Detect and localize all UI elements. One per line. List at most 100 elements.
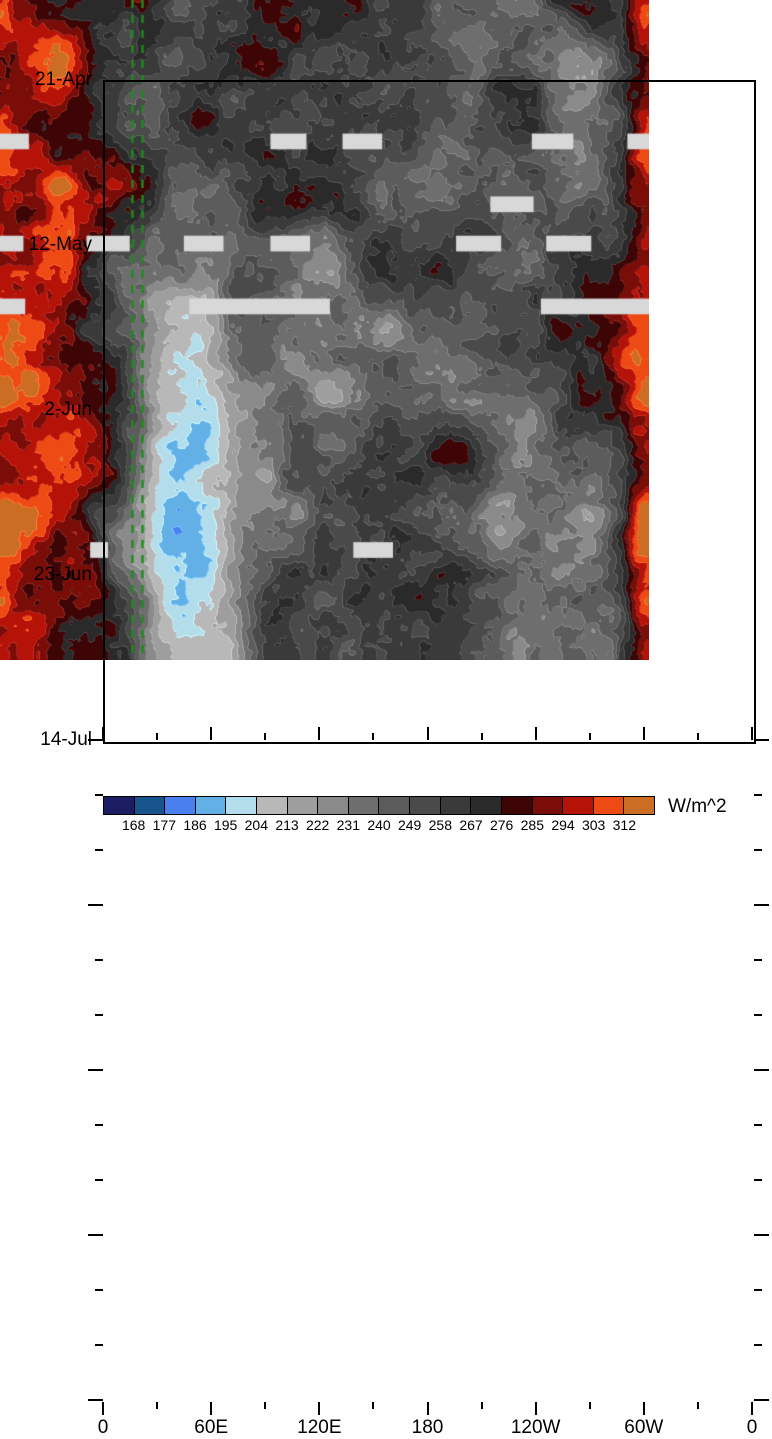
colorbar-swatch[interactable]	[104, 797, 135, 814]
axis-tick	[156, 733, 158, 740]
colorbar-tick-label: 204	[244, 817, 269, 833]
axis-tick	[88, 1399, 103, 1401]
axis-tick	[210, 727, 212, 740]
colorbar-tick-label: 177	[152, 817, 177, 833]
colorbar-swatch[interactable]	[195, 797, 227, 814]
colorbar-tick-label: 294	[551, 817, 575, 833]
axis-tick	[754, 1124, 762, 1126]
x-axis-label: 180	[411, 1417, 444, 1438]
hovmoller-plot-area[interactable]	[0, 0, 649, 660]
colorbar-swatch[interactable]	[134, 797, 166, 814]
axis-tick	[95, 1289, 103, 1291]
axis-tick	[95, 849, 103, 851]
axis-tick	[697, 733, 699, 740]
colorbar-swatch[interactable]	[257, 797, 288, 814]
olr-field-canvas-container[interactable]	[0, 0, 649, 660]
axis-tick	[95, 1124, 103, 1126]
axis-tick	[481, 1402, 483, 1409]
colorbar-tick-label: 186	[183, 817, 207, 833]
axis-tick	[754, 849, 762, 851]
colorbar-swatch[interactable]	[410, 797, 441, 814]
y-axis-label: 14-Jul	[40, 729, 92, 750]
axis-tick	[372, 733, 374, 740]
axis-tick	[754, 959, 762, 961]
colorbar-swatch[interactable]	[287, 797, 319, 814]
colorbar-tick-label: 222	[305, 817, 330, 833]
x-axis-label: 60W	[624, 1417, 664, 1438]
axis-tick	[589, 1402, 591, 1409]
axis-tick	[95, 959, 103, 961]
axis-tick	[481, 733, 483, 740]
y-axis-label: 2-Jun	[44, 399, 92, 420]
colorbar-swatch[interactable]	[593, 797, 625, 814]
axis-tick	[264, 733, 266, 740]
colorbar-swatch[interactable]	[318, 797, 349, 814]
colorbar-tick-label: 168	[121, 817, 146, 833]
colorbar-tick-label: 240	[367, 817, 391, 833]
x-axis-label: 120E	[297, 1417, 342, 1438]
axis-tick	[754, 794, 762, 796]
axis-tick	[535, 1402, 537, 1415]
colorbar-swatch[interactable]	[440, 797, 472, 814]
colorbar-tick-label: 249	[397, 817, 422, 833]
colorbar-tick-label: 285	[520, 817, 545, 833]
axis-tick	[95, 1344, 103, 1346]
axis-tick	[88, 904, 103, 906]
axis-tick	[643, 1402, 645, 1415]
x-axis-label: 60E	[194, 1417, 229, 1438]
colorbar-swatch[interactable]	[563, 797, 594, 814]
colorbar-swatch[interactable]	[165, 797, 196, 814]
axis-tick	[751, 727, 753, 740]
axis-tick	[102, 727, 104, 740]
axis-tick	[697, 1402, 699, 1409]
y-axis-labels: 21-Apr 12-May 2-Jun 23-Jun 14-Jul	[0, 0, 92, 834]
axis-tick	[156, 1402, 158, 1409]
axis-tick	[318, 1402, 320, 1415]
colorbar[interactable]	[103, 796, 655, 815]
colorbar-swatch[interactable]	[379, 797, 411, 814]
axis-tick	[210, 1402, 212, 1415]
olr-field-image	[0, 0, 649, 660]
colorbar-swatch[interactable]	[532, 797, 564, 814]
axis-tick	[88, 1069, 103, 1071]
axis-tick	[754, 1344, 762, 1346]
axis-tick	[88, 739, 103, 741]
colorbar-tick-label: 276	[489, 817, 514, 833]
colorbar-swatch[interactable]	[501, 797, 533, 814]
colorbar-tick-label: 258	[428, 817, 453, 833]
axis-tick	[754, 1399, 769, 1401]
colorbar-units-label: W/m^2	[668, 796, 727, 817]
colorbar-tick-labels: 168 177 186 195 204 213 222 231 240 249 258 267 276 2…	[0, 817, 772, 837]
axis-tick	[95, 1179, 103, 1181]
colorbar-tick-label: 213	[275, 817, 299, 833]
colorbar-swatch[interactable]	[348, 797, 380, 814]
axis-tick	[754, 1234, 769, 1236]
axis-tick	[88, 1234, 103, 1236]
colorbar-tick-label: 303	[581, 817, 606, 833]
axis-tick	[754, 739, 769, 741]
colorbar-tick-label: 267	[459, 817, 483, 833]
axis-tick	[754, 1069, 769, 1071]
axis-tick	[754, 904, 769, 906]
colorbar-tick-label: 312	[612, 817, 637, 833]
y-axis-label: 12-May	[28, 234, 92, 255]
axis-tick	[95, 1014, 103, 1016]
colorbar-tick-label: 195	[213, 817, 238, 833]
axis-tick	[643, 727, 645, 740]
axis-tick	[751, 1402, 753, 1415]
y-axis-label: 23-Jun	[33, 564, 92, 585]
x-axis-label: 0	[746, 1417, 758, 1438]
axis-tick	[264, 1402, 266, 1409]
axis-tick	[427, 1402, 429, 1415]
colorbar-tick-label: 231	[336, 817, 361, 833]
axis-tick	[318, 727, 320, 740]
x-axis-label: 0	[97, 1417, 109, 1438]
colorbar-swatch[interactable]	[624, 797, 654, 814]
axis-tick	[102, 1402, 104, 1415]
axis-tick	[589, 733, 591, 740]
colorbar-swatch[interactable]	[471, 797, 502, 814]
axis-tick	[754, 1179, 762, 1181]
y-axis-label: 21-Apr	[34, 69, 92, 90]
axis-tick	[95, 794, 103, 796]
colorbar-swatch[interactable]	[226, 797, 258, 814]
